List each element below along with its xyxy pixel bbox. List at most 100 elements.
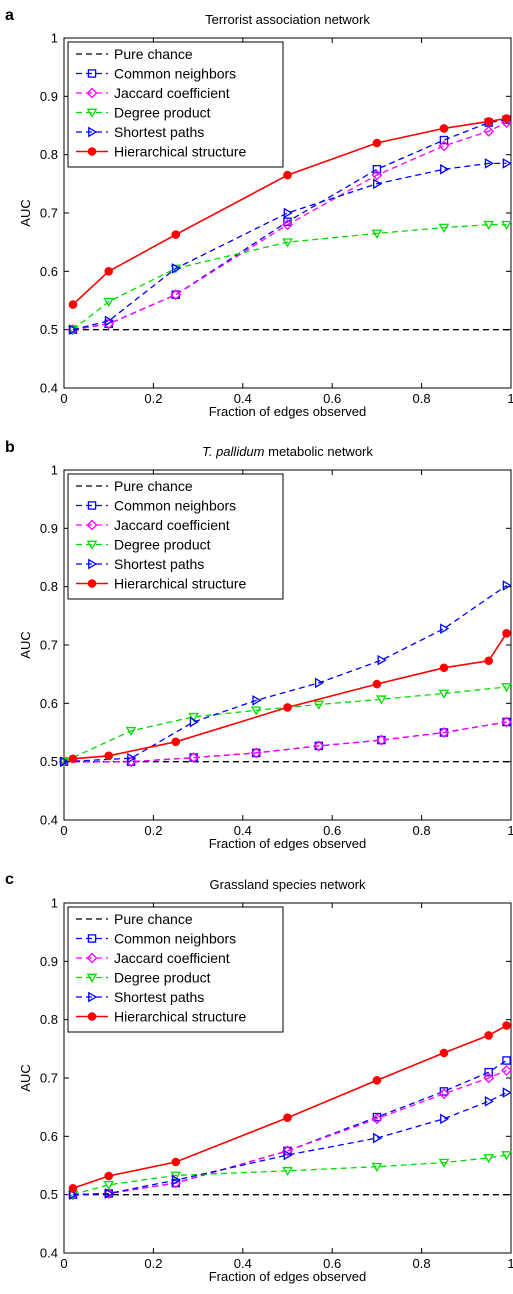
data-point [170, 289, 182, 301]
legend-marker [87, 1012, 97, 1021]
legend-entry-label: Common neighbors [114, 931, 236, 947]
chart-title-text: metabolic network [265, 444, 374, 459]
legend-marker [86, 519, 98, 531]
data-point [68, 300, 78, 309]
x-tick-label: 0.8 [413, 1256, 431, 1271]
y-tick-label: 0.9 [40, 521, 58, 536]
data-point [171, 1157, 181, 1167]
legend-entry-label: Hierarchical structure [114, 576, 246, 592]
data-point [283, 170, 292, 180]
legend-box [67, 906, 284, 1033]
data-point [125, 726, 137, 737]
data-point [104, 315, 114, 327]
data-point [372, 1076, 382, 1085]
data-point [502, 158, 512, 169]
data-point [373, 1132, 383, 1144]
series-degree-product [67, 1151, 512, 1200]
data-point [373, 178, 383, 190]
legend-entry-label: Degree product [114, 105, 211, 121]
y-tick-label: 1 [51, 896, 58, 911]
panel-letter: a [5, 7, 14, 24]
data-point [502, 1056, 511, 1065]
x-tick-label: 0.6 [323, 823, 341, 838]
legend-entry-label: Pure chance [114, 46, 193, 62]
legend-entry-label: Common neighbors [114, 498, 236, 514]
series-line [72, 119, 507, 331]
y-tick-label: 0.8 [40, 579, 58, 594]
chart-panel-b: b T. pallidum metabolic network 0.4 0.5 0.6 0… [5, 439, 513, 851]
x-axis-label: Fraction of edges observed [209, 404, 367, 419]
series-hierarchical-structure [68, 629, 511, 764]
data-point [250, 747, 262, 759]
chart-title: Terrorist association network [205, 12, 370, 27]
y-tick-label: 0.8 [40, 147, 58, 162]
data-point [502, 114, 511, 123]
data-point [438, 1088, 450, 1100]
data-point [189, 716, 199, 728]
series-line [72, 162, 507, 331]
series-line [72, 1069, 507, 1196]
chart-title-italic: T. pallidum [202, 444, 265, 459]
legend: Pure chance Common neighbors Jaccard coeff… [67, 41, 284, 168]
data-point [313, 740, 325, 752]
data-point [69, 324, 79, 335]
data-point [502, 1087, 512, 1098]
x-tick-label: 0 [60, 823, 67, 838]
y-tick-label: 0.6 [40, 696, 58, 711]
data-point [438, 689, 450, 699]
x-tick-label: 0.6 [323, 1256, 341, 1271]
legend-marker [88, 126, 98, 138]
data-point [314, 677, 325, 689]
data-point [439, 135, 449, 145]
legend-marker [88, 558, 98, 570]
x-tick-label: 0.2 [144, 1256, 162, 1271]
series-line [72, 224, 507, 331]
data-point [501, 716, 512, 728]
data-point [438, 1158, 450, 1168]
chart-panel-c: c Grassland species network 0.4 0.5 0.6 0.7 0.… [5, 871, 513, 1284]
data-point [127, 752, 137, 764]
y-tick-label: 0.9 [40, 954, 58, 969]
y-tick-label: 0.7 [40, 1071, 58, 1086]
legend-marker [87, 579, 97, 588]
data-point [438, 223, 450, 233]
data-point [371, 169, 383, 181]
x-tick-label: 0.8 [413, 823, 431, 838]
legend-entry-label: Hierarchical structure [114, 1009, 246, 1025]
data-point [282, 1145, 293, 1157]
data-point [313, 700, 325, 710]
y-tick-label: 0.5 [40, 1187, 58, 1202]
data-point [60, 756, 70, 767]
data-point [484, 158, 494, 169]
x-tick-label: 1 [507, 391, 513, 406]
legend-marker [87, 934, 97, 943]
data-point [440, 1113, 450, 1125]
data-point [484, 1031, 493, 1040]
x-tick-label: 0.6 [323, 391, 341, 406]
y-tick-label: 0.7 [40, 206, 58, 221]
legend-marker [87, 147, 97, 156]
y-tick-label: 0.4 [40, 813, 58, 828]
series-line [72, 122, 507, 331]
x-tick-label: 0 [60, 391, 67, 406]
x-tick-label: 0.8 [413, 391, 431, 406]
data-point [501, 1151, 512, 1161]
legend-entry-label: Pure chance [114, 911, 193, 927]
panel-letter: b [5, 439, 15, 456]
series-line [72, 632, 508, 760]
data-point [484, 1067, 493, 1077]
series-shortest-paths [69, 158, 512, 335]
series-line [72, 1059, 507, 1196]
series-common-neighbors [68, 1056, 511, 1199]
series-line [72, 1024, 507, 1190]
data-point [371, 1113, 383, 1125]
legend-entry-label: Jaccard coefficient [114, 950, 230, 966]
legend-entry-label: Shortest paths [114, 124, 204, 140]
series-line [72, 1092, 507, 1196]
data-point [501, 683, 512, 693]
legend-entry-label: Degree product [114, 537, 211, 553]
data-point [484, 117, 493, 126]
x-tick-label: 0 [60, 1256, 67, 1271]
x-axis-label: Fraction of edges observed [209, 836, 367, 851]
chart-title-text: Grassland species network [209, 877, 366, 892]
